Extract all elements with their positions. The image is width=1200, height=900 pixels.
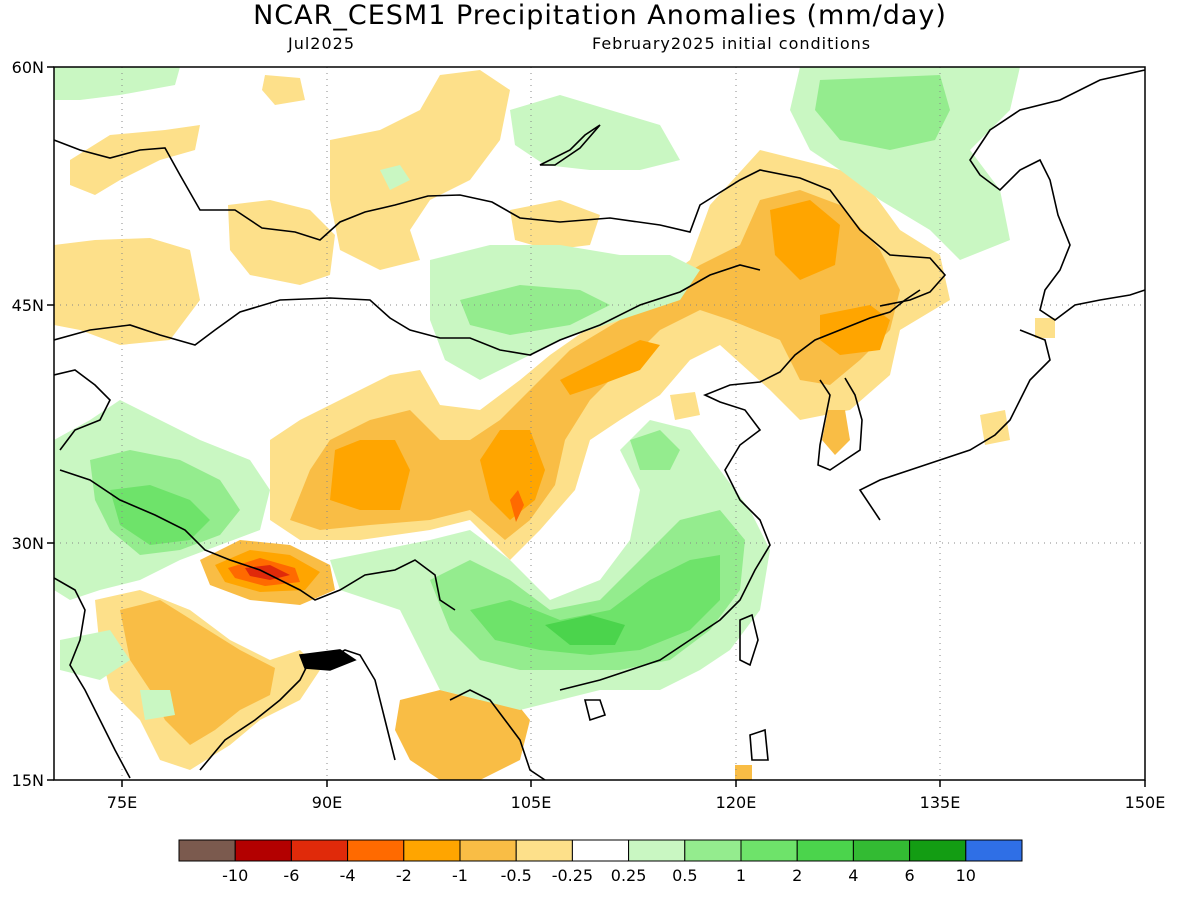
lat-label: 45N [12, 296, 44, 315]
wet-anomaly-region [815, 75, 950, 150]
legend-colorbar [178, 839, 1023, 862]
coastline [54, 369, 111, 451]
wet-anomaly-region [470, 555, 720, 655]
coastline [54, 139, 947, 307]
coastline [817, 377, 863, 471]
coastline [583, 699, 607, 722]
coastline [858, 329, 1051, 521]
coastline [559, 289, 921, 691]
legend-swatch [515, 839, 573, 862]
dry-anomaly-region [330, 440, 410, 510]
dry-anomaly-region [228, 200, 335, 285]
legend-swatch [347, 839, 405, 862]
legend-tick-label: 0.25 [611, 866, 647, 885]
coastline [969, 69, 1145, 321]
wet-anomaly-region [510, 95, 680, 170]
coastline [739, 613, 759, 667]
lon-label: 120E [716, 793, 757, 812]
lon-label: 105E [511, 793, 552, 812]
lon-label: 90E [312, 793, 342, 812]
wet-anomaly-region [380, 165, 410, 190]
legend-swatch [965, 839, 1023, 862]
legend-tick-label: 1 [736, 866, 746, 885]
dry-anomaly-region [560, 340, 660, 395]
dry-anomaly-region [510, 200, 600, 250]
legend-tick-label: -4 [340, 866, 356, 885]
lat-label: 30N [12, 534, 44, 553]
legend-tick-label: 10 [956, 866, 976, 885]
wet-anomaly-region [140, 690, 175, 720]
legend-tick-label: -1 [452, 866, 468, 885]
coastline [59, 469, 456, 611]
lat-label: 15N [12, 771, 44, 790]
legend-swatch [740, 839, 798, 862]
dry-anomaly-region [980, 410, 1010, 445]
dry-anomaly-region [480, 430, 545, 520]
wet-anomaly-region [545, 615, 625, 645]
lat-label: 60N [12, 58, 44, 77]
dry-anomaly-region [770, 200, 840, 280]
coastlines [54, 69, 1145, 780]
dry-anomaly-region [735, 765, 752, 780]
lon-label: 135E [920, 793, 961, 812]
dry-anomaly-region [1035, 318, 1055, 338]
coastline [449, 689, 546, 780]
coastline [749, 728, 769, 761]
legend-tick-label: 0.5 [672, 866, 697, 885]
axis-ticks [47, 66, 1146, 787]
map-frame [53, 66, 1146, 781]
lon-label: 75E [107, 793, 137, 812]
legend-swatch [290, 839, 349, 862]
legend-labels: -10 -6 -4 -2 -1 -0.5 -0.25 0.25 0.5 1 2 4 6 10 [222, 866, 976, 885]
coastline [54, 264, 761, 356]
legend-swatch [403, 839, 461, 862]
initial-conditions-label: February2025 initial conditions [592, 34, 872, 53]
legend-tick-label: -0.5 [501, 866, 532, 885]
legend-tick-label: -10 [222, 866, 248, 885]
legend-swatch [571, 839, 630, 862]
wet-anomaly-region [60, 630, 130, 680]
lon-label: 150E [1125, 793, 1166, 812]
legend-swatch [852, 839, 911, 862]
coastline [539, 124, 601, 166]
target-month-label: Jul2025 [288, 34, 356, 53]
legend-tick-label: 6 [905, 866, 915, 885]
legend-tick-label: -0.25 [552, 866, 593, 885]
dry-anomaly-region [262, 75, 305, 105]
dry-anomaly-region [70, 125, 200, 195]
dry-anomaly-region [54, 238, 200, 345]
legend-swatch [178, 839, 236, 862]
legend-swatch [909, 839, 967, 862]
legend-swatch [628, 839, 686, 862]
legend-tick-label: -6 [283, 866, 299, 885]
dry-anomaly-region [510, 490, 524, 522]
chart-title: NCAR_CESM1 Precipitation Anomalies (mm/d… [253, 0, 947, 31]
dry-anomaly-region [822, 410, 850, 455]
wet-anomaly-region [460, 285, 610, 335]
anomaly-field [54, 67, 1055, 780]
legend-swatch [684, 839, 742, 862]
dry-anomaly-region [395, 690, 530, 780]
legend-swatch [796, 839, 854, 862]
legend-swatch [234, 839, 292, 862]
legend-tick-label: 4 [848, 866, 858, 885]
dry-anomaly-region [330, 70, 510, 270]
legend-tick-label: -2 [396, 866, 412, 885]
wet-anomaly-region [54, 67, 180, 100]
legend-swatch [459, 839, 517, 862]
coastline [54, 577, 131, 779]
wet-anomaly-region [630, 430, 680, 470]
coastline [298, 649, 357, 671]
dry-anomaly-region [670, 392, 700, 420]
legend-tick-label: 2 [792, 866, 802, 885]
dry-anomaly-region [120, 600, 275, 745]
